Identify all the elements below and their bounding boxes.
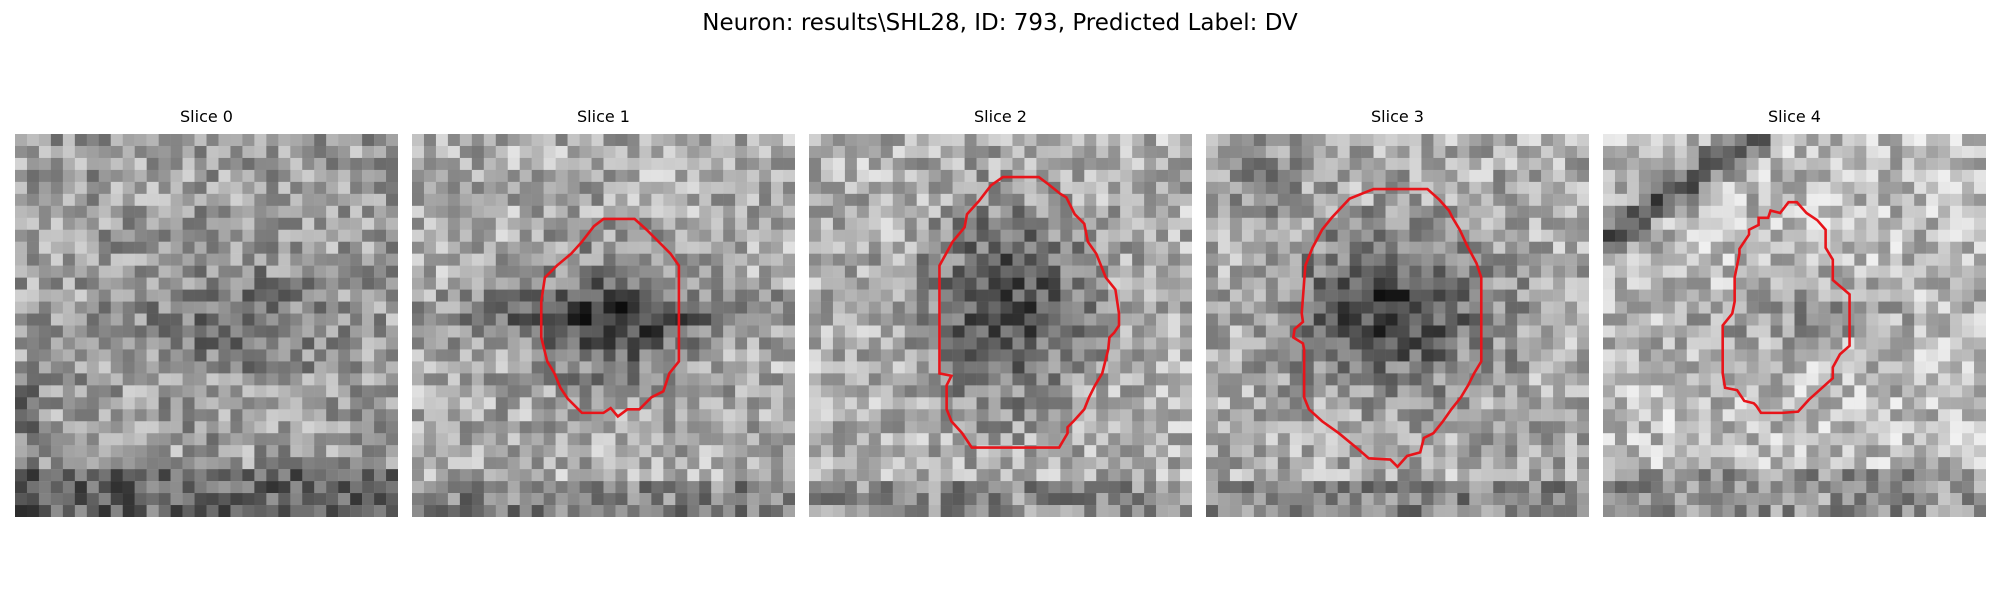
slice-image-1 [412, 134, 795, 517]
slice-title: Slice 2 [974, 107, 1027, 126]
pixel-grid [412, 134, 795, 517]
slice-title: Slice 1 [577, 107, 630, 126]
slice-title: Slice 4 [1768, 107, 1821, 126]
roi-contour [1293, 189, 1481, 467]
slice-image-4 [1603, 134, 1986, 517]
pixel-grid [1603, 134, 1986, 517]
pixel-grid [1206, 134, 1589, 517]
slice-title: Slice 3 [1371, 107, 1424, 126]
slice-image-3 [1206, 134, 1589, 517]
slice-title: Slice 0 [180, 107, 233, 126]
pixel-grid [809, 134, 1192, 517]
roi-contour [1723, 202, 1850, 413]
pixel-grid [15, 134, 398, 517]
figure-title: Neuron: results\SHL28, ID: 793, Predicte… [702, 10, 1298, 36]
roi-contour [541, 219, 679, 416]
slice-image-2 [809, 134, 1192, 517]
slice-image-0 [15, 134, 398, 517]
roi-contour [939, 177, 1119, 447]
